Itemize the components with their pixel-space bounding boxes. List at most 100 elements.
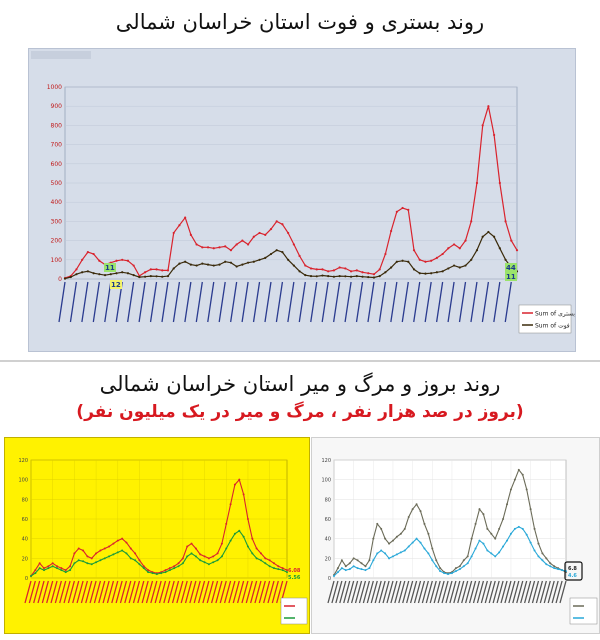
series-1-point [388,557,391,560]
x-tick-mark [386,580,394,604]
x-tick-mark [46,580,54,604]
series-0-point [258,231,261,235]
series-1-point [439,570,442,573]
y-tick-label: 60 [22,517,28,523]
series-1-point [109,273,112,276]
series-1-point [360,568,363,571]
x-tick-mark [138,281,146,323]
series-1-point [184,260,187,263]
series-0-point [129,547,132,550]
series-line-0 [64,106,518,279]
y-tick-label: 800 [51,122,63,129]
series-0-point [493,133,496,137]
series-1-point [443,572,446,575]
series-0-point [86,251,89,254]
x-tick-mark [429,580,437,604]
series-1-point [281,251,284,254]
series-1-point [513,527,516,530]
series-1-point [216,559,219,562]
series-0-point [384,537,387,540]
x-tick-mark [228,580,236,604]
annotation-label: 12 [111,281,121,289]
x-tick-mark [523,580,532,604]
series-0-point [541,552,544,555]
series-1-point [411,541,414,544]
x-tick-mark [492,580,500,604]
series-0-point [348,562,351,565]
series-1-point [218,263,221,266]
series-0-point [164,569,167,572]
series-0-point [138,559,141,562]
series-1-point [498,551,501,554]
series-1-point [30,575,32,578]
series-0-point [121,537,124,540]
x-tick-mark [321,281,329,323]
series-0-point [43,567,46,570]
series-1-point [47,567,50,570]
series-1-point [186,555,189,558]
series-1-point [458,568,461,571]
series-1-point [525,533,528,536]
x-tick-mark [210,580,219,604]
series-1-point [504,258,507,261]
series-0-point [108,545,111,548]
x-tick-mark [223,580,232,604]
series-0-point [292,243,295,246]
x-tick-mark [245,580,253,604]
series-1-point [401,259,404,262]
series-1-point [181,562,184,565]
series-0-point [264,557,267,560]
series-1-point [447,573,450,576]
x-tick-mark [267,580,275,604]
series-1-point [142,567,145,570]
series-0-point [388,542,391,545]
x-tick-mark [453,580,461,604]
x-tick-mark [33,580,41,604]
x-tick-mark [417,580,426,604]
series-1-point [376,552,379,555]
series-0-point [272,562,275,565]
series-1-point [403,549,406,552]
series-0-point [360,562,363,565]
x-tick-mark [276,580,284,604]
series-0-point [112,542,115,545]
legend-entry: Sum of فوت [535,323,570,330]
x-tick-mark [424,281,432,323]
series-0-point [376,522,379,525]
series-0-point [212,555,215,558]
series-1-point [509,532,512,535]
series-1-point [355,275,358,278]
annotation-label: 5.56 [288,575,301,581]
series-0-point [181,557,184,560]
y-tick-label: 120 [18,458,28,464]
series-1-point [361,275,364,278]
series-1-point [225,547,228,550]
series-0-point [281,567,284,570]
series-1-point [372,559,375,562]
x-tick-mark [344,281,352,323]
x-tick-mark [236,580,245,604]
series-0-point [224,245,227,248]
series-1-point [235,265,238,268]
series-0-point [390,229,393,233]
x-tick-mark [24,580,32,604]
series-1-point [395,260,398,263]
x-tick-mark [81,281,89,323]
x-tick-mark [63,580,71,604]
series-1-point [349,275,353,278]
series-0-point [487,105,490,108]
series-1-point [246,545,249,548]
series-0-point [241,239,244,242]
series-0-point [361,271,364,274]
x-tick-mark [28,580,36,604]
series-line-0 [30,478,288,577]
x-tick-mark [241,580,249,604]
x-tick-mark [59,580,67,604]
x-tick-mark [172,281,181,323]
series-0-point [349,270,353,273]
x-tick-mark [481,281,490,323]
y-tick-label: 80 [325,497,331,503]
series-0-point [321,268,324,271]
series-0-point [504,220,507,223]
series-0-point [207,557,210,560]
